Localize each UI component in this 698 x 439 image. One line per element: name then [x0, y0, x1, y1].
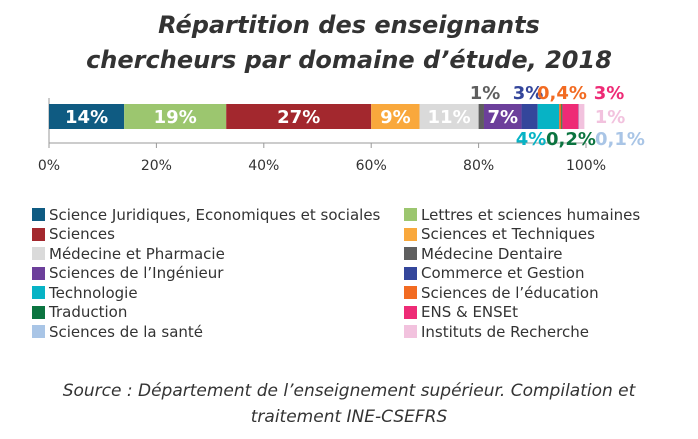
data-label: 1% [595, 107, 626, 128]
legend-item: Traduction [32, 303, 404, 323]
legend-label: Commerce et Gestion [421, 264, 585, 283]
legend-swatch [32, 227, 45, 241]
legend-label: ENS & ENSEt [421, 303, 519, 322]
legend-item: Sciences de l’Ingénieur [32, 264, 404, 284]
bar-segment [521, 104, 538, 129]
legend-swatch [404, 305, 417, 319]
x-tick-label: 20% [141, 158, 172, 174]
legend-swatch [32, 325, 45, 339]
legend-item: Sciences de la santé [32, 322, 404, 342]
legend-label: Sciences [49, 225, 115, 244]
x-tick-label: 0% [38, 158, 60, 174]
source-line-2: traitement INE-CSEFRS [250, 407, 448, 427]
bar-segment [561, 104, 563, 129]
x-tick-label: 40% [248, 158, 279, 174]
legend-swatch [404, 325, 417, 339]
legend-label: Médecine et Pharmacie [49, 244, 225, 263]
data-label: 0,1% [595, 129, 645, 150]
bar-segment [226, 104, 372, 129]
chart-title: Répartition des enseignants chercheurs p… [0, 8, 698, 78]
bar-segment [478, 104, 484, 129]
bar-segment [559, 104, 562, 129]
legend-item: Instituts de Recherche [404, 322, 664, 342]
legend-swatch [404, 208, 417, 222]
legend-label: Sciences de l’éducation [421, 283, 599, 302]
title-line-2: chercheurs par domaine d’étude, 2018 [86, 46, 612, 74]
legend-item: Médecine et Pharmacie [32, 244, 404, 264]
data-label: 19% [154, 107, 197, 128]
data-label: 0,4% [537, 83, 587, 104]
title-line-1: Répartition des enseignants [158, 11, 540, 39]
legend-swatch [32, 286, 45, 300]
legend: Science Juridiques, Economiques et socia… [32, 205, 672, 342]
data-label: 3% [594, 83, 625, 104]
legend-label: Traduction [49, 303, 128, 322]
bar-segment [537, 104, 560, 129]
data-label: 27% [277, 107, 320, 128]
data-label: 11% [428, 107, 471, 128]
bar-segment [579, 104, 585, 129]
legend-label: Médecine Dentaire [421, 244, 563, 263]
legend-swatch [32, 208, 45, 222]
bar-segment [483, 104, 522, 129]
legend-label: Instituts de Recherche [421, 322, 589, 341]
x-tick-label: 80% [463, 158, 494, 174]
legend-item: Médecine Dentaire [404, 244, 664, 264]
data-label: 0,2% [546, 129, 596, 150]
legend-swatch [404, 286, 417, 300]
bar-segment [124, 104, 227, 129]
legend-item: Technologie [32, 283, 404, 303]
legend-swatch [404, 227, 417, 241]
source-line-1: Source : Département de l’enseignement s… [62, 381, 636, 401]
bar-segment [49, 104, 125, 129]
legend-label: Sciences de la santé [49, 322, 203, 341]
legend-swatch [32, 305, 45, 319]
legend-swatch [32, 247, 45, 261]
legend-item: Science Juridiques, Economiques et socia… [32, 205, 404, 225]
x-tick-label: 60% [356, 158, 387, 174]
data-label: 9% [380, 107, 411, 128]
legend-item: ENS & ENSEt [404, 303, 664, 323]
legend-label: Sciences et Techniques [421, 225, 595, 244]
legend-item: Lettres et sciences humaines [404, 205, 664, 225]
legend-swatch [404, 266, 417, 280]
legend-item: Sciences et Techniques [404, 225, 664, 245]
data-label: 14% [65, 107, 108, 128]
legend-item: Commerce et Gestion [404, 264, 664, 284]
legend-label: Technologie [49, 283, 138, 302]
legend-item: Sciences de l’éducation [404, 283, 664, 303]
stacked-bar-chart: 0% 20% 40% 60% 80% 100% 14% 19% 27% 9% 11% 1% 7% 3% 4%… [38, 83, 645, 174]
legend-swatch [32, 266, 45, 280]
bar-segment [562, 104, 579, 129]
bar-segment [419, 104, 479, 129]
legend-label: Lettres et sciences humaines [421, 205, 641, 224]
legend-label: Science Juridiques, Economiques et socia… [49, 205, 381, 224]
source-note: Source : Département de l’enseignement s… [0, 378, 698, 430]
legend-swatch [404, 247, 417, 261]
legend-item: Sciences [32, 225, 404, 245]
data-label: 1% [470, 83, 501, 104]
data-label: 7% [487, 107, 518, 128]
legend-label: Sciences de l’Ingénieur [49, 264, 224, 283]
bar-segment [371, 104, 420, 129]
data-label: 3% [513, 83, 544, 104]
x-tick-label: 100% [566, 158, 606, 174]
bar-segment [578, 104, 580, 129]
data-label: 4% [516, 129, 547, 150]
